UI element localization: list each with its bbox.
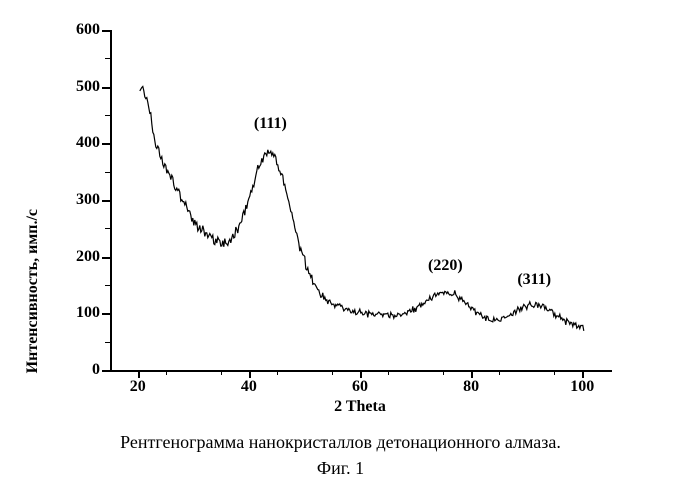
x-axis-label: 2 Theta [334,398,386,416]
y-tick-label: 600 [48,21,100,39]
x-tick [360,370,362,378]
x-minor-tick [221,370,222,375]
x-tick [471,370,473,378]
y-axis-label: Интенсивность, имп./с [24,209,42,373]
y-minor-tick [105,228,110,229]
xrd-figure: Интенсивность, имп./с (111) (220) (311) 2 … [0,0,681,500]
y-minor-tick [105,58,110,59]
x-tick [582,370,584,378]
trace-svg [112,30,612,370]
x-minor-tick [443,370,444,375]
y-minor-tick [105,115,110,116]
y-tick-label: 500 [48,78,100,96]
x-minor-tick [499,370,500,375]
plot-outer: Интенсивность, имп./с (111)(220)(311) 2 … [40,10,640,410]
plot-area: (111) (220) (311) [110,30,612,372]
y-tick-label: 200 [48,248,100,266]
x-tick [138,370,140,378]
peak-label-0: (111) [254,115,287,133]
y-tick [102,257,110,259]
x-minor-tick [166,370,167,375]
x-tick-label: 20 [130,378,146,396]
x-minor-tick [388,370,389,375]
x-tick-label: 40 [241,378,257,396]
x-tick-label: 100 [570,378,594,396]
x-tick-label: 80 [463,378,479,396]
x-tick-label: 60 [352,378,368,396]
x-minor-tick [554,370,555,375]
y-minor-tick [105,342,110,343]
y-minor-tick [105,172,110,173]
y-tick [102,143,110,145]
x-minor-tick [332,370,333,375]
figure-caption-line1: Рентгенограмма нанокристаллов детонацион… [0,432,681,453]
x-tick [249,370,251,378]
peak-label-1: (220) [428,257,463,275]
y-tick-label: 400 [48,134,100,152]
y-tick [102,30,110,32]
x-minor-tick [277,370,278,375]
peak-label-2: (311) [517,271,551,289]
y-minor-tick [105,285,110,286]
y-tick-label: 0 [48,361,100,379]
xrd-trace [140,87,584,331]
y-tick-label: 100 [48,304,100,322]
y-tick [102,370,110,372]
y-tick-label: 300 [48,191,100,209]
y-tick [102,313,110,315]
figure-caption-line2: Фиг. 1 [0,458,681,479]
y-tick [102,200,110,202]
y-tick [102,87,110,89]
